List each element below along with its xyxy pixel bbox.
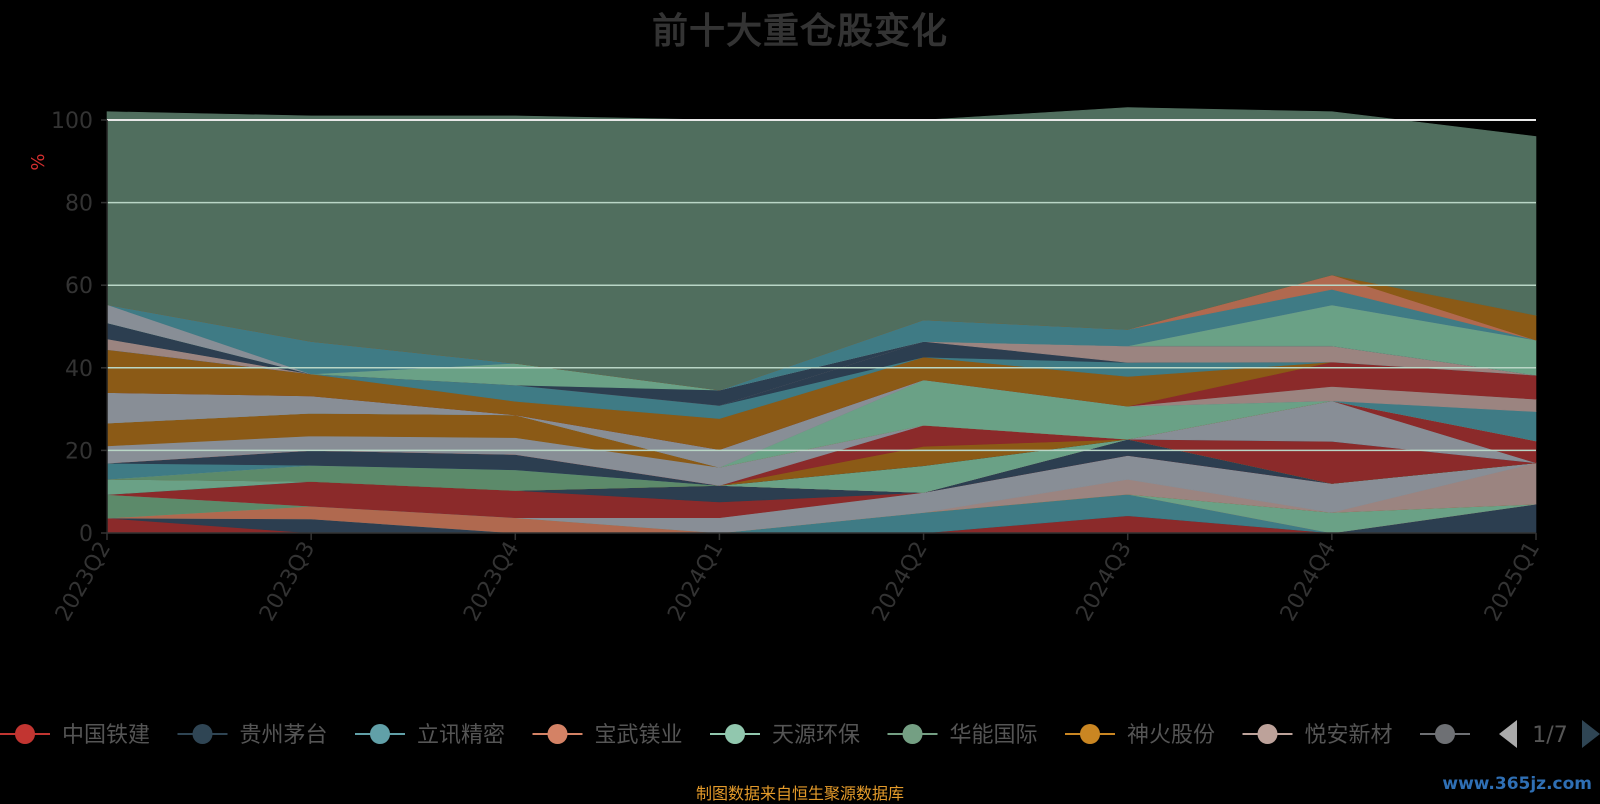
y-tick-label: 20 [65, 439, 93, 464]
x-tick-label: 2024Q1 [663, 538, 728, 626]
legend-marker [547, 724, 568, 744]
legend-prev-icon[interactable] [1499, 720, 1517, 748]
legend-next-icon[interactable] [1582, 720, 1600, 748]
x-tick-label: 2025Q1 [1480, 538, 1545, 626]
legend-label: 立讯精密 [417, 723, 505, 748]
y-tick-label: 100 [51, 109, 93, 134]
area-series-42 [106, 107, 1537, 391]
legend-item-9[interactable] [1420, 724, 1470, 744]
x-tick-label: 2023Q4 [459, 538, 524, 626]
legend-item-1[interactable]: 中国铁建 [0, 723, 150, 748]
legend-label: 天源环保 [772, 723, 860, 748]
legend-item-5[interactable]: 天源环保 [710, 723, 860, 748]
legend-label: 贵州茅台 [240, 723, 328, 748]
legend-marker [1257, 724, 1278, 744]
legend-item-7[interactable]: 神火股份 [1065, 723, 1215, 748]
legend-label: 神火股份 [1127, 723, 1215, 748]
legend-marker [725, 724, 745, 744]
legend-marker [15, 724, 35, 744]
watermark: www.365jz.com [1442, 774, 1592, 794]
legend-item-6[interactable]: 华能国际 [887, 723, 1038, 748]
legend: 中国铁建 贵州茅台 立讯精密 宝武镁业 天源环保 华能国际 神火股份 悦安新材 1/7 [0, 720, 1600, 748]
gridlines [107, 119, 1536, 452]
x-tick-label: 2023Q3 [255, 538, 320, 626]
x-tick-label: 2024Q2 [867, 538, 932, 626]
y-tick-label: 80 [65, 192, 93, 217]
y-tick-label: 0 [79, 522, 93, 547]
legend-label: 悦安新材 [1305, 723, 1393, 748]
legend-label: 华能国际 [950, 723, 1038, 748]
legend-pager: 1/7 [1499, 720, 1600, 748]
x-tick-label: 2023Q2 [51, 538, 116, 626]
series-areas [106, 107, 1537, 534]
x-tick-label: 2024Q4 [1276, 538, 1341, 626]
chart-title: 前十大重仓股变化 [651, 11, 948, 52]
y-tick-label: 60 [65, 274, 93, 299]
legend-marker [192, 724, 213, 744]
data-source-note: 制图数据来自恒生聚源数据库 [695, 784, 904, 803]
legend-item-4[interactable]: 宝武镁业 [532, 723, 683, 748]
x-tick-label: 2024Q3 [1072, 538, 1137, 626]
y-axis-label: % [28, 153, 49, 170]
legend-item-2[interactable]: 贵州茅台 [177, 723, 328, 748]
legend-label: 中国铁建 [62, 723, 150, 748]
legend-marker [1080, 724, 1100, 744]
legend-label: 宝武镁业 [595, 723, 683, 748]
legend-marker [1435, 724, 1455, 744]
legend-marker [370, 724, 390, 744]
legend-item-3[interactable]: 立讯精密 [355, 723, 505, 748]
legend-marker [902, 724, 923, 744]
legend-item-8[interactable]: 悦安新材 [1242, 723, 1393, 748]
y-tick-label: 40 [65, 357, 93, 382]
legend-page-indicator: 1/7 [1532, 723, 1567, 748]
